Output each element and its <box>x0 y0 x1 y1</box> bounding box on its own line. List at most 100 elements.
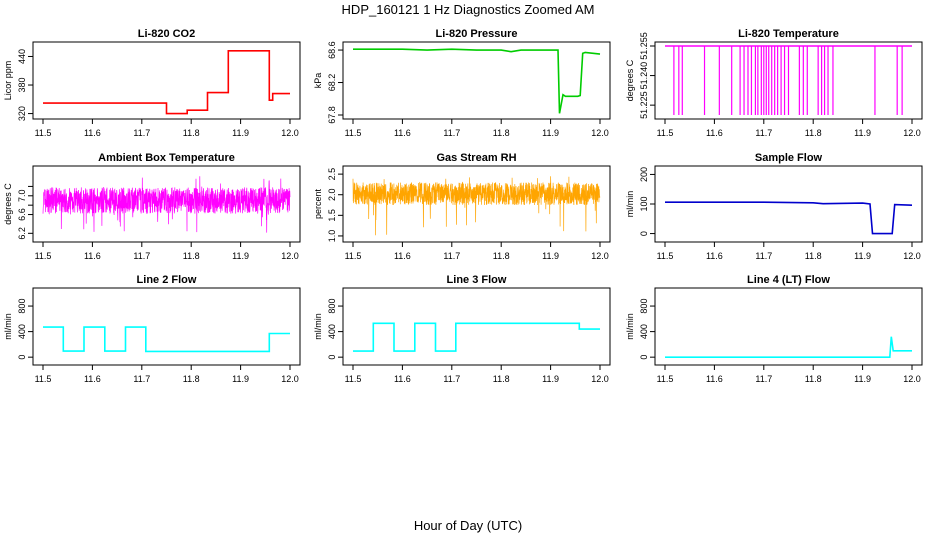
x-tick-label: 11.6 <box>84 251 101 261</box>
panel-title: Line 2 Flow <box>137 274 197 286</box>
panel-2: Li-820 Pressure kPa 11.5 11.6 11.7 11.8 11.9 12… <box>313 28 611 138</box>
y-tick-label: 1.0 <box>327 230 337 243</box>
plot-frame <box>654 287 923 366</box>
y-tick-label: 800 <box>327 299 337 314</box>
plot-frame <box>342 165 611 243</box>
x-tick-label: 11.9 <box>232 128 249 138</box>
x-tick-label: 11.8 <box>183 128 200 138</box>
x-tick-label: 11.7 <box>755 251 772 261</box>
x-tick-label: 11.7 <box>133 251 150 261</box>
series-line <box>42 176 291 233</box>
panel-title: Sample Flow <box>755 152 823 164</box>
series-line <box>665 201 913 235</box>
x-tick-label: 11.5 <box>35 374 52 384</box>
y-tick-label: 68.6 <box>327 41 337 59</box>
x-tick-label: 11.5 <box>345 374 362 384</box>
plot-area <box>353 322 600 352</box>
series-line <box>43 49 290 115</box>
x-tick-label: 11.8 <box>183 251 200 261</box>
plot-area <box>43 326 290 353</box>
x-tick-label: 11.9 <box>542 374 559 384</box>
x-tick-label: 11.8 <box>493 374 510 384</box>
x-tick-label: 11.9 <box>854 374 871 384</box>
y-tick-label: 68.2 <box>327 74 337 92</box>
x-tick-label: 11.7 <box>755 128 772 138</box>
plot-area <box>42 176 291 233</box>
x-tick-label: 11.5 <box>345 251 362 261</box>
plot-frame <box>654 165 923 243</box>
x-tick-label: 11.5 <box>35 128 52 138</box>
series-line <box>353 322 600 352</box>
figure-x-label: Hour of Day (UTC) <box>413 518 523 533</box>
y-axis-label: ml/min <box>3 313 13 340</box>
x-tick-label: 11.6 <box>84 128 101 138</box>
x-tick-label: 11.8 <box>493 251 510 261</box>
x-tick-label: 11.9 <box>232 251 249 261</box>
panel-1: Li-820 CO2 Licor ppm 11.5 11.6 11.7 11.8 11.9 1… <box>3 28 301 138</box>
series-line <box>43 326 290 353</box>
y-tick-label: 2.0 <box>327 188 337 201</box>
x-tick-label: 11.7 <box>443 374 460 384</box>
x-tick-label: 11.8 <box>805 128 822 138</box>
panel-3: Li-820 Temperature degrees C 11.5 11.6 11.7 1… <box>625 28 923 138</box>
panel-title: Ambient Box Temperature <box>98 152 235 164</box>
x-tick-label: 12.0 <box>903 251 921 261</box>
y-tick-label: 0 <box>639 355 649 360</box>
x-tick-label: 11.9 <box>232 374 249 384</box>
plot-area <box>665 45 912 115</box>
x-tick-label: 11.5 <box>657 128 674 138</box>
x-tick-label: 11.9 <box>542 251 559 261</box>
series-line <box>353 48 601 114</box>
x-tick-label: 11.9 <box>854 128 871 138</box>
plot-frame <box>32 165 301 243</box>
x-tick-label: 11.5 <box>345 128 362 138</box>
y-tick-label: 400 <box>639 324 649 339</box>
figure-title: HDP_160121 1 Hz Diagnostics Zoomed AM <box>341 2 595 17</box>
y-tick-label: 100 <box>639 196 649 211</box>
panel-title: Li-820 Temperature <box>738 28 839 40</box>
y-tick-label: 51.225 <box>639 91 649 119</box>
y-axis-label: ml/min <box>625 191 635 218</box>
panel-9: Line 4 (LT) Flow ml/min 11.5 11.6 11.7 11.8 11… <box>625 274 923 384</box>
y-axis-label: ml/min <box>625 313 635 340</box>
y-tick-label: 51.255 <box>639 32 649 60</box>
plot-frame <box>342 287 611 366</box>
panel-7: Line 2 Flow ml/min 11.5 11.6 11.7 11.8 11.9 12.… <box>3 274 301 384</box>
x-tick-label: 12.0 <box>903 128 921 138</box>
x-tick-label: 11.5 <box>657 251 674 261</box>
x-tick-label: 12.0 <box>591 374 609 384</box>
series-line <box>665 336 912 359</box>
y-axis-label: Licor ppm <box>3 61 13 101</box>
x-tick-label: 11.6 <box>706 128 723 138</box>
y-tick-label: 6.6 <box>17 208 27 221</box>
x-tick-label: 12.0 <box>903 374 921 384</box>
panel-title: Li-820 CO2 <box>138 28 195 40</box>
x-tick-label: 11.9 <box>542 128 559 138</box>
x-tick-label: 11.6 <box>394 128 411 138</box>
x-tick-label: 11.7 <box>133 374 150 384</box>
x-tick-label: 11.6 <box>394 251 411 261</box>
x-tick-label: 12.0 <box>591 251 609 261</box>
panel-5: Gas Stream RH percent 11.5 11.6 11.7 11.8 11.9… <box>313 152 611 261</box>
panel-6: Sample Flow ml/min 11.5 11.6 11.7 11.8 11.9 12.… <box>625 152 923 261</box>
y-tick-label: 51.240 <box>639 62 649 90</box>
x-tick-label: 11.8 <box>493 128 510 138</box>
x-tick-label: 11.7 <box>133 128 150 138</box>
x-tick-label: 11.5 <box>657 374 674 384</box>
y-tick-label: 1.5 <box>327 209 337 222</box>
x-tick-label: 11.5 <box>35 251 52 261</box>
panel-8: Line 3 Flow ml/min 11.5 11.6 11.7 11.8 11.9 12.… <box>313 274 611 384</box>
y-tick-label: 400 <box>327 324 337 339</box>
x-tick-label: 11.8 <box>805 374 822 384</box>
plot-area <box>352 176 601 236</box>
y-axis-label: ml/min <box>313 313 323 340</box>
x-tick-label: 11.6 <box>706 374 723 384</box>
y-tick-label: 0 <box>17 355 27 360</box>
series-line <box>352 176 601 236</box>
x-tick-label: 11.8 <box>183 374 200 384</box>
y-tick-label: 2.5 <box>327 168 337 181</box>
panel-4: Ambient Box Temperature degrees C 11.5 11.6… <box>3 152 301 261</box>
panel-title: Line 4 (LT) Flow <box>747 274 830 286</box>
x-tick-label: 12.0 <box>281 251 299 261</box>
y-tick-label: 380 <box>17 78 27 93</box>
